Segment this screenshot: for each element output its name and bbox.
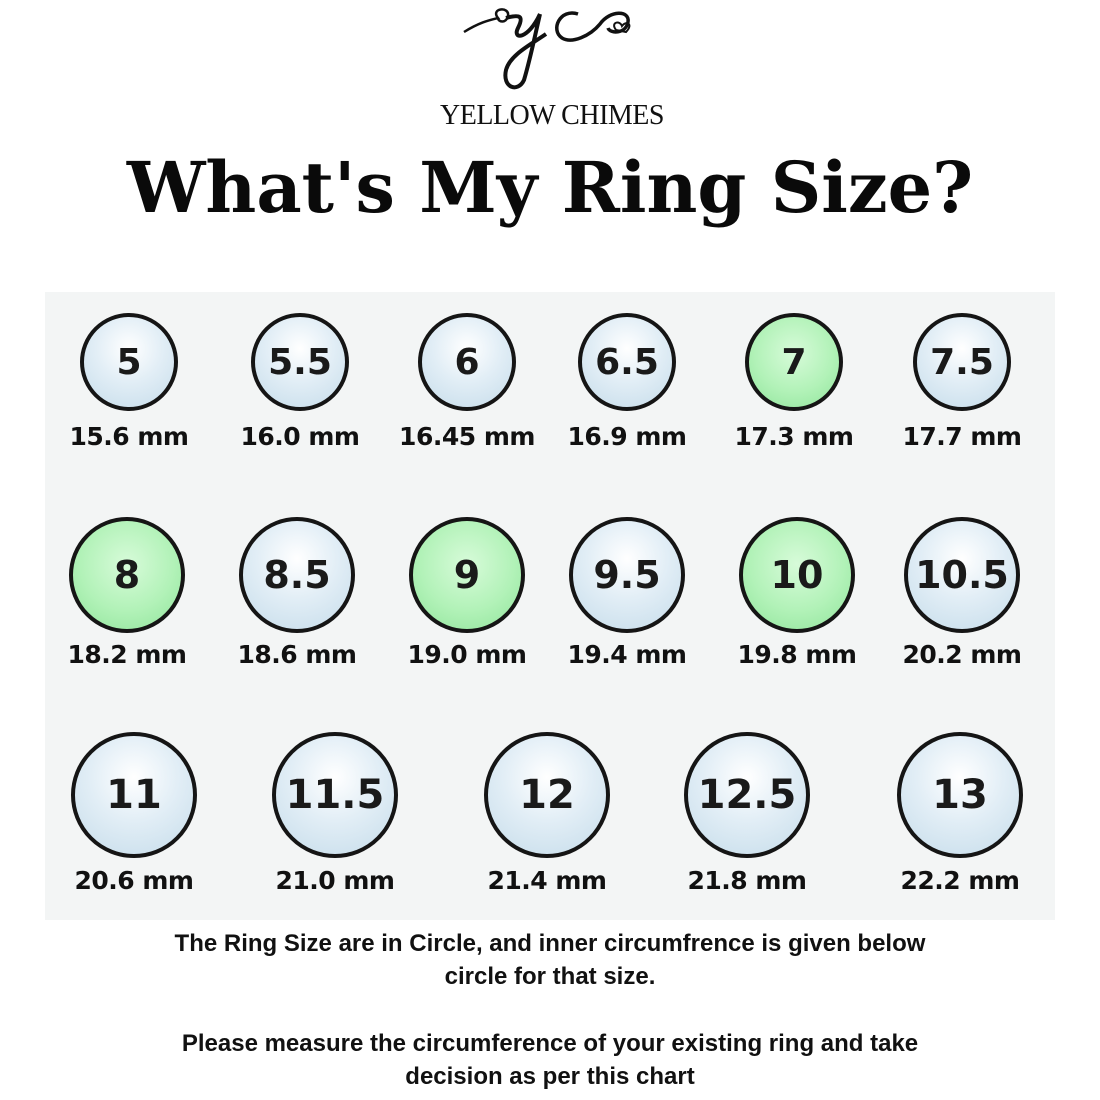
ring-size-label: 7.5: [930, 341, 994, 383]
ring-circumference-label: 16.9 mm: [567, 422, 688, 451]
ring-size-label: 12.5: [697, 772, 797, 818]
ring-size-circle: 6.5: [578, 313, 676, 411]
ring-circumference-label: 17.7 mm: [902, 422, 1023, 451]
ring-size-circle: 11.5: [272, 732, 398, 858]
ring-size-label: 12: [519, 772, 575, 818]
ring-circumference-label: 20.6 mm: [74, 866, 195, 895]
ring-size-label: 11.5: [285, 772, 385, 818]
ring-size-label: 8.5: [263, 553, 331, 597]
ring-size-circle: 13: [897, 732, 1023, 858]
ring-circumference-label: 18.6 mm: [237, 640, 358, 669]
brand-name: YELLOW CHIMES: [440, 100, 664, 131]
ring-circumference-label: 17.3 mm: [734, 422, 855, 451]
ring-size-circle: 5.5: [251, 313, 349, 411]
note-line-4: decision as per this chart: [405, 1063, 695, 1090]
ring-circumference-label: 16.45 mm: [399, 422, 535, 451]
ring-circumference-label: 21.8 mm: [687, 866, 808, 895]
ring-size-label: 8: [113, 553, 141, 597]
ring-size-circle: 9.5: [569, 517, 685, 633]
ring-circumference-label: 19.0 mm: [407, 640, 528, 669]
ring-size-circle: 10: [739, 517, 855, 633]
ring-size-label: 5: [116, 341, 142, 383]
ring-size-circle: 6: [418, 313, 516, 411]
ring-circumference-label: 19.4 mm: [567, 640, 688, 669]
ring-size-circle: 8: [69, 517, 185, 633]
ring-size-label: 11: [106, 772, 162, 818]
ring-size-circle: 7.5: [913, 313, 1011, 411]
ring-size-circle: 5: [80, 313, 178, 411]
ring-circumference-label: 21.4 mm: [487, 866, 608, 895]
ring-size-circle: 10.5: [904, 517, 1020, 633]
ring-size-label: 10.5: [915, 553, 1009, 597]
ring-circumference-label: 15.6 mm: [69, 422, 190, 451]
ring-circumference-label: 20.2 mm: [902, 640, 1023, 669]
yc-monogram-logo: [463, 8, 631, 90]
ring-circumference-label: 22.2 mm: [900, 866, 1021, 895]
ring-size-label: 10: [770, 553, 824, 597]
page-title: What's My Ring Size?: [126, 146, 974, 229]
ring-size-circle: 9: [409, 517, 525, 633]
ring-size-circle: 11: [71, 732, 197, 858]
ring-size-label: 9.5: [593, 553, 661, 597]
note-line-2: circle for that size.: [444, 963, 656, 990]
ring-size-label: 6.5: [595, 341, 659, 383]
ring-circumference-label: 16.0 mm: [240, 422, 361, 451]
ring-circumference-label: 19.8 mm: [737, 640, 858, 669]
ring-size-label: 13: [932, 772, 988, 818]
ring-circumference-label: 21.0 mm: [275, 866, 396, 895]
ring-size-label: 5.5: [268, 341, 332, 383]
note-line-3: Please measure the circumference of your…: [181, 1030, 919, 1057]
note-line-1: The Ring Size are in Circle, and inner c…: [174, 930, 926, 957]
brand-logo: YELLOW CHIMES: [440, 0, 664, 136]
ring-size-circle: 12: [484, 732, 610, 858]
ring-circumference-label: 18.2 mm: [67, 640, 188, 669]
ring-size-label: 6: [454, 341, 480, 383]
ring-size-label: 7: [781, 341, 807, 383]
ring-size-label: 9: [453, 553, 481, 597]
ring-size-circle: 7: [745, 313, 843, 411]
ring-size-circle: 12.5: [684, 732, 810, 858]
ring-size-circle: 8.5: [239, 517, 355, 633]
